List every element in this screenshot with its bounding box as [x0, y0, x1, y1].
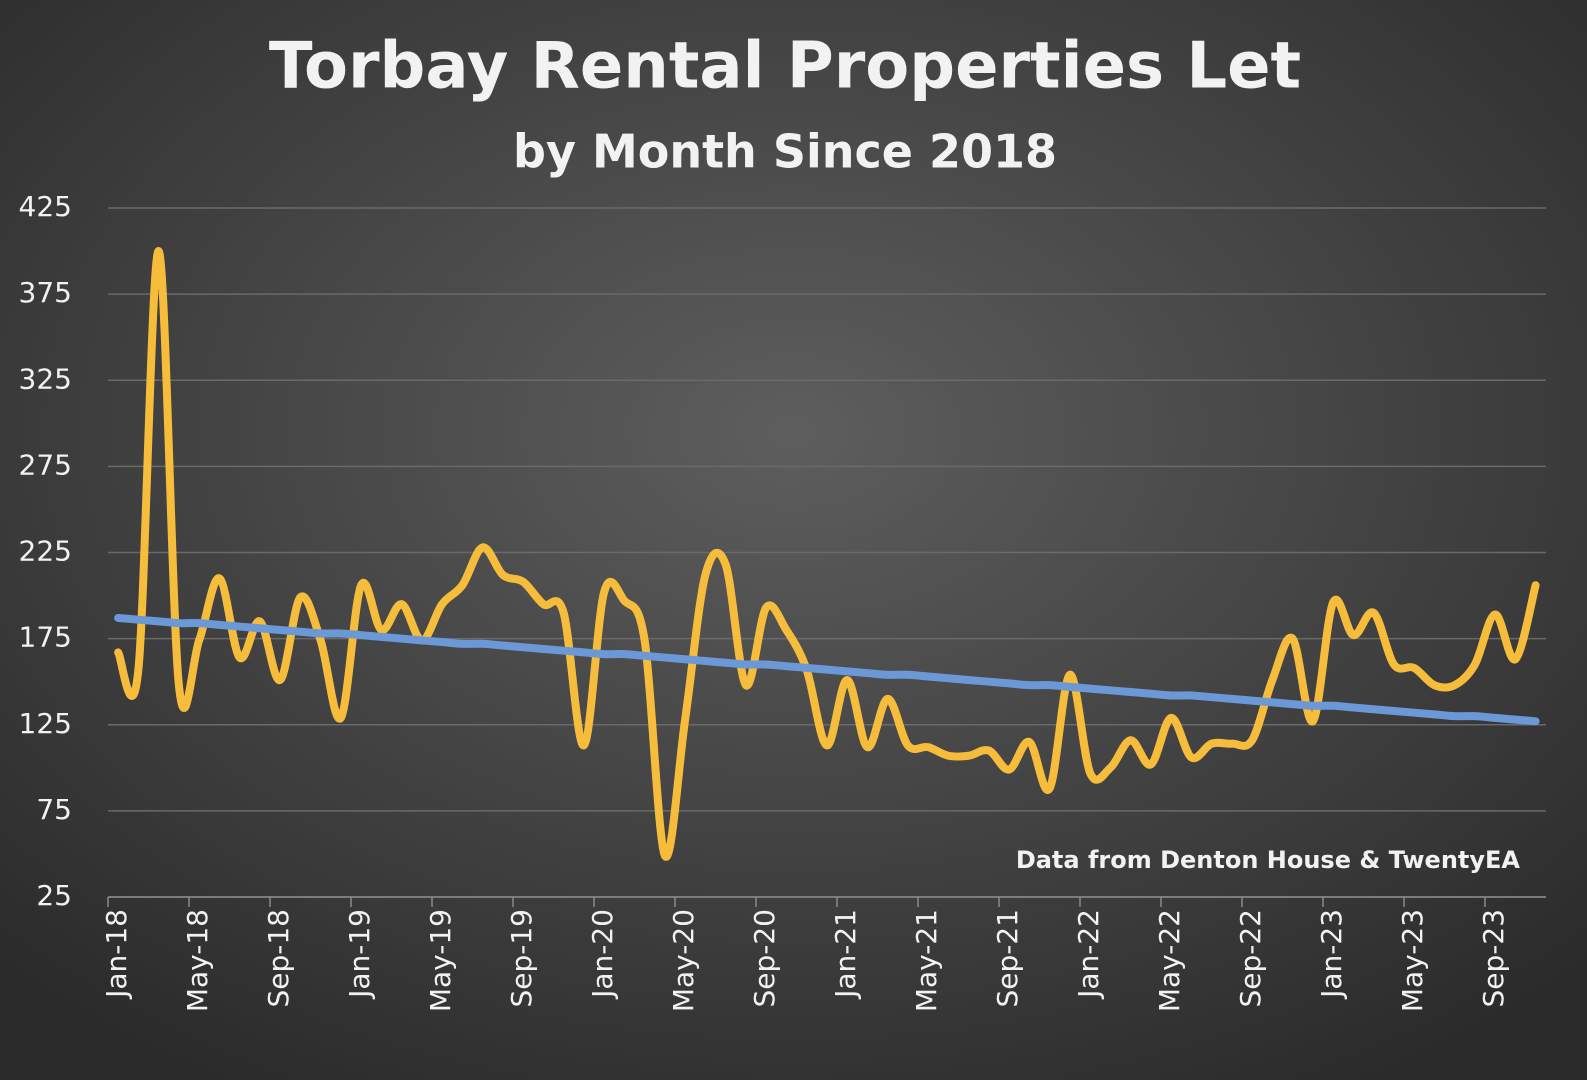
x-tick-label: Sep-18 [262, 909, 295, 1008]
y-tick-label: 125 [19, 707, 72, 740]
y-tick-label: 375 [19, 276, 72, 309]
x-tick-label: May-18 [181, 909, 214, 1012]
x-tick-label: Sep-19 [505, 909, 538, 1008]
x-tick-label: Sep-22 [1234, 909, 1267, 1008]
annotation: Data from Denton House & TwentyEA [1016, 846, 1521, 874]
x-tick-label: Jan-18 [100, 909, 133, 1000]
x-tick-label: May-19 [424, 909, 457, 1012]
x-tick-label: Sep-23 [1477, 909, 1510, 1008]
x-tick-label: Jan-21 [829, 909, 862, 1000]
x-tick-label: May-21 [910, 909, 943, 1012]
x-tick-label: May-23 [1396, 909, 1429, 1012]
x-tick-label: Jan-22 [1072, 909, 1105, 1000]
x-tick-label: Jan-23 [1315, 909, 1348, 1000]
y-tick-label: 225 [19, 535, 72, 568]
chart-subtitle: by Month Since 2018 [513, 125, 1057, 179]
series-line [114, 247, 1540, 861]
x-tick-label: Jan-19 [343, 909, 376, 1000]
y-tick-label: 425 [19, 190, 72, 223]
y-tick-label: 25 [36, 879, 72, 912]
x-tick-label: Sep-21 [991, 909, 1024, 1008]
y-tick-label: 75 [36, 793, 72, 826]
y-tick-label: 275 [19, 448, 72, 481]
x-tick-label: May-20 [667, 909, 700, 1012]
y-tick-label: 175 [19, 621, 72, 654]
series-line [114, 613, 1540, 726]
x-tick-label: Jan-20 [586, 909, 619, 1000]
x-tick-label: Sep-20 [748, 909, 781, 1008]
chart-title: Torbay Rental Properties Let [269, 30, 1301, 104]
y-tick-label: 325 [19, 362, 72, 395]
x-tick-label: May-22 [1153, 909, 1186, 1012]
